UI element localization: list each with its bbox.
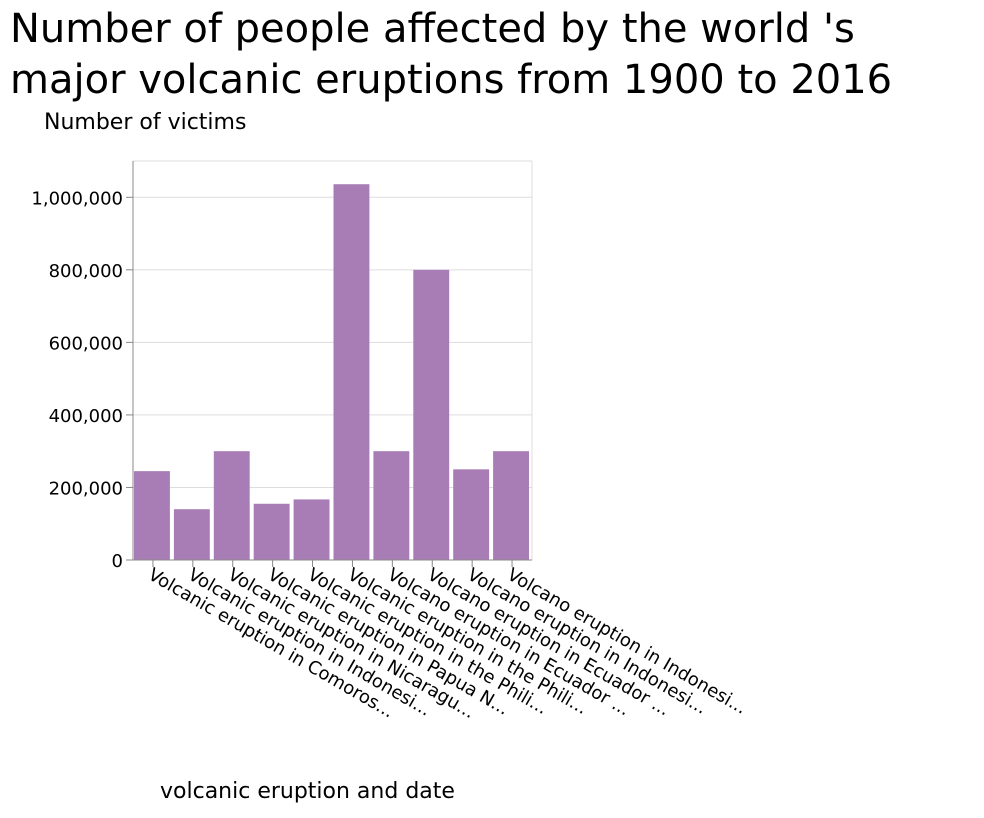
- bar: [413, 269, 450, 560]
- y-tick-label: 0: [112, 551, 123, 572]
- y-tick-label: 600,000: [49, 333, 123, 354]
- bar: [493, 451, 529, 560]
- bar: [453, 469, 490, 560]
- axes: [132, 161, 532, 561]
- x-ticks: Volcanic eruption in Comoros...Volcanic …: [144, 560, 750, 723]
- bar: [173, 509, 210, 560]
- bar: [213, 451, 250, 560]
- y-axis-label: Number of victims: [44, 110, 247, 135]
- chart-title: Number of people affected by the world '…: [10, 6, 893, 103]
- bar: [333, 184, 370, 560]
- y-tick-label: 800,000: [49, 261, 123, 282]
- bar: [134, 471, 170, 560]
- y-tick-label: 1,000,000: [31, 188, 123, 209]
- y-ticks: 0 200,000 400,000 600,000 800,000 1,000,000: [31, 188, 133, 572]
- bar: [253, 503, 290, 560]
- y-tick-label: 400,000: [49, 406, 123, 427]
- bar: [293, 499, 330, 560]
- y-tick-label: 200,000: [49, 478, 123, 499]
- x-axis-label: volcanic eruption and date: [160, 779, 455, 804]
- bars: [134, 184, 529, 560]
- bar: [373, 451, 410, 560]
